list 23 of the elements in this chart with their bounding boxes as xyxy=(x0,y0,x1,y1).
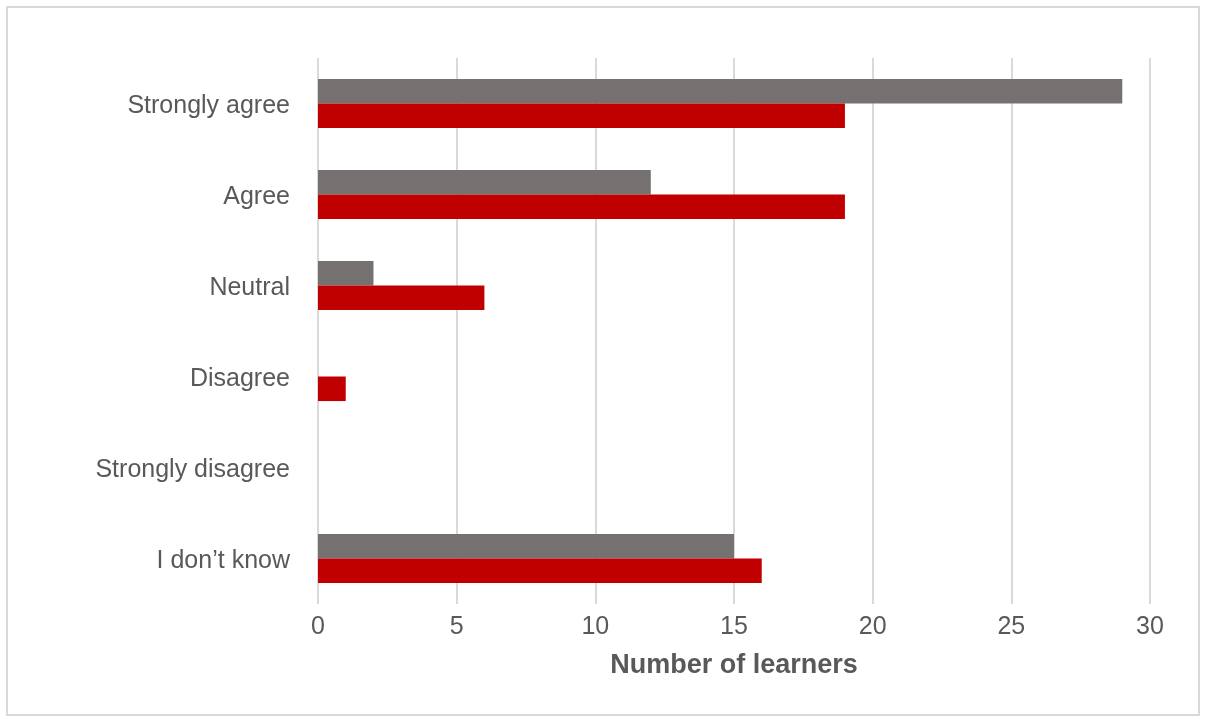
x-tick-label: 30 xyxy=(1136,610,1164,639)
bar xyxy=(318,285,485,311)
x-tick-label: 20 xyxy=(858,610,887,639)
y-tick-label: Neutral xyxy=(209,271,290,300)
x-tick-label: 0 xyxy=(311,610,325,639)
bar xyxy=(318,103,845,129)
x-tick-label: 15 xyxy=(720,610,748,639)
bar xyxy=(318,533,734,559)
x-tick-label: 25 xyxy=(997,610,1026,639)
bar xyxy=(318,194,845,220)
x-tick-label: 5 xyxy=(449,610,464,639)
bar xyxy=(318,78,1123,104)
bar xyxy=(318,260,374,286)
x-axis-title: Number of learners xyxy=(610,648,858,679)
y-tick-label: Strongly agree xyxy=(127,89,290,118)
y-tick-label: Agree xyxy=(223,180,290,209)
y-tick-label: I don’t know xyxy=(156,544,291,573)
x-tick-label: 10 xyxy=(581,610,610,639)
bar xyxy=(318,169,651,195)
bar xyxy=(318,558,762,584)
y-tick-label: Disagree xyxy=(189,362,290,391)
y-tick-label: Strongly disagree xyxy=(95,453,290,482)
bar xyxy=(318,376,346,402)
